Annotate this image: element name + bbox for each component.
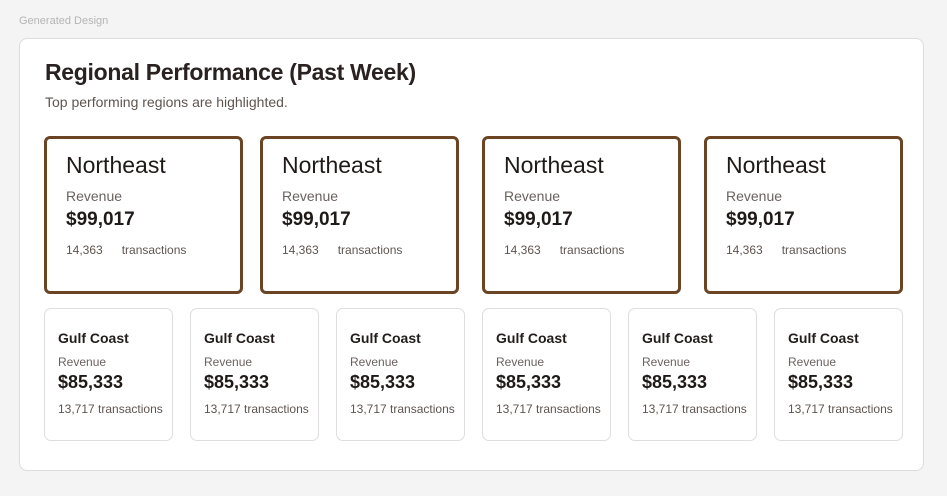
revenue-value: $85,333 <box>204 372 270 392</box>
revenue-label: Revenue <box>496 355 545 369</box>
region-name: Northeast <box>504 152 604 178</box>
region-name: Gulf Coast <box>350 330 421 346</box>
region-name: Northeast <box>726 152 826 178</box>
revenue-value: $99,017 <box>282 209 351 230</box>
transactions: 13,717 transactions <box>58 402 163 416</box>
revenue-label: Revenue <box>788 355 837 369</box>
region-name: Gulf Coast <box>788 330 859 346</box>
transactions-label: transactions <box>559 243 625 257</box>
transactions: 13,717 transactions <box>350 402 455 416</box>
revenue-label: Revenue <box>282 188 339 204</box>
revenue-value: $85,333 <box>350 372 416 392</box>
region-card: Gulf Coast Revenue $85,333 13,717 transa… <box>774 308 903 441</box>
region-name: Gulf Coast <box>496 330 567 346</box>
revenue-value: $85,333 <box>58 372 124 392</box>
transactions: 13,717 transactions <box>788 402 893 416</box>
revenue-value: $85,333 <box>496 372 562 392</box>
region-name: Gulf Coast <box>642 330 713 346</box>
transactions-label: transactions <box>781 243 847 257</box>
transactions-count: 14,363 <box>504 243 541 257</box>
transactions-label: transactions <box>121 243 187 257</box>
revenue-value: $99,017 <box>726 209 795 230</box>
revenue-value: $99,017 <box>504 209 573 230</box>
page-subtitle: Top performing regions are highlighted. <box>45 94 288 110</box>
revenue-label: Revenue <box>350 355 399 369</box>
revenue-value: $85,333 <box>642 372 708 392</box>
transactions: 14,363 transactions <box>282 243 402 257</box>
region-card: Gulf Coast Revenue $85,333 13,717 transa… <box>482 308 611 441</box>
transactions-count: 14,363 <box>282 243 319 257</box>
top-region-card: Northeast Revenue $99,017 14,363 transact… <box>704 136 903 294</box>
region-card: Gulf Coast Revenue $85,333 13,717 transa… <box>336 308 465 441</box>
revenue-value: $99,017 <box>66 209 135 230</box>
page-title: Regional Performance (Past Week) <box>45 59 416 85</box>
region-name: Northeast <box>282 152 382 178</box>
transactions: 13,717 transactions <box>642 402 747 416</box>
transactions-count: 14,363 <box>66 243 103 257</box>
transactions: 14,363 transactions <box>66 243 186 257</box>
top-region-card: Northeast Revenue $99,017 14,363 transact… <box>260 136 459 294</box>
revenue-label: Revenue <box>726 188 783 204</box>
revenue-label: Revenue <box>642 355 691 369</box>
generated-design-label: Generated Design <box>19 15 109 27</box>
top-region-card: Northeast Revenue $99,017 14,363 transact… <box>482 136 681 294</box>
region-name: Gulf Coast <box>204 330 275 346</box>
regional-performance-panel: Regional Performance (Past Week) Top per… <box>19 38 924 471</box>
transactions: 13,717 transactions <box>496 402 601 416</box>
region-name: Gulf Coast <box>58 330 129 346</box>
transactions: 14,363 transactions <box>726 243 846 257</box>
revenue-label: Revenue <box>58 355 107 369</box>
revenue-label: Revenue <box>504 188 561 204</box>
transactions: 13,717 transactions <box>204 402 309 416</box>
revenue-label: Revenue <box>204 355 253 369</box>
revenue-label: Revenue <box>66 188 123 204</box>
region-name: Northeast <box>66 152 166 178</box>
top-region-card: Northeast Revenue $99,017 14,363 transact… <box>44 136 243 294</box>
region-card: Gulf Coast Revenue $85,333 13,717 transa… <box>628 308 757 441</box>
transactions-label: transactions <box>337 243 403 257</box>
transactions-count: 14,363 <box>726 243 763 257</box>
transactions: 14,363 transactions <box>504 243 624 257</box>
region-card: Gulf Coast Revenue $85,333 13,717 transa… <box>190 308 319 441</box>
region-card: Gulf Coast Revenue $85,333 13,717 transa… <box>44 308 173 441</box>
revenue-value: $85,333 <box>788 372 854 392</box>
